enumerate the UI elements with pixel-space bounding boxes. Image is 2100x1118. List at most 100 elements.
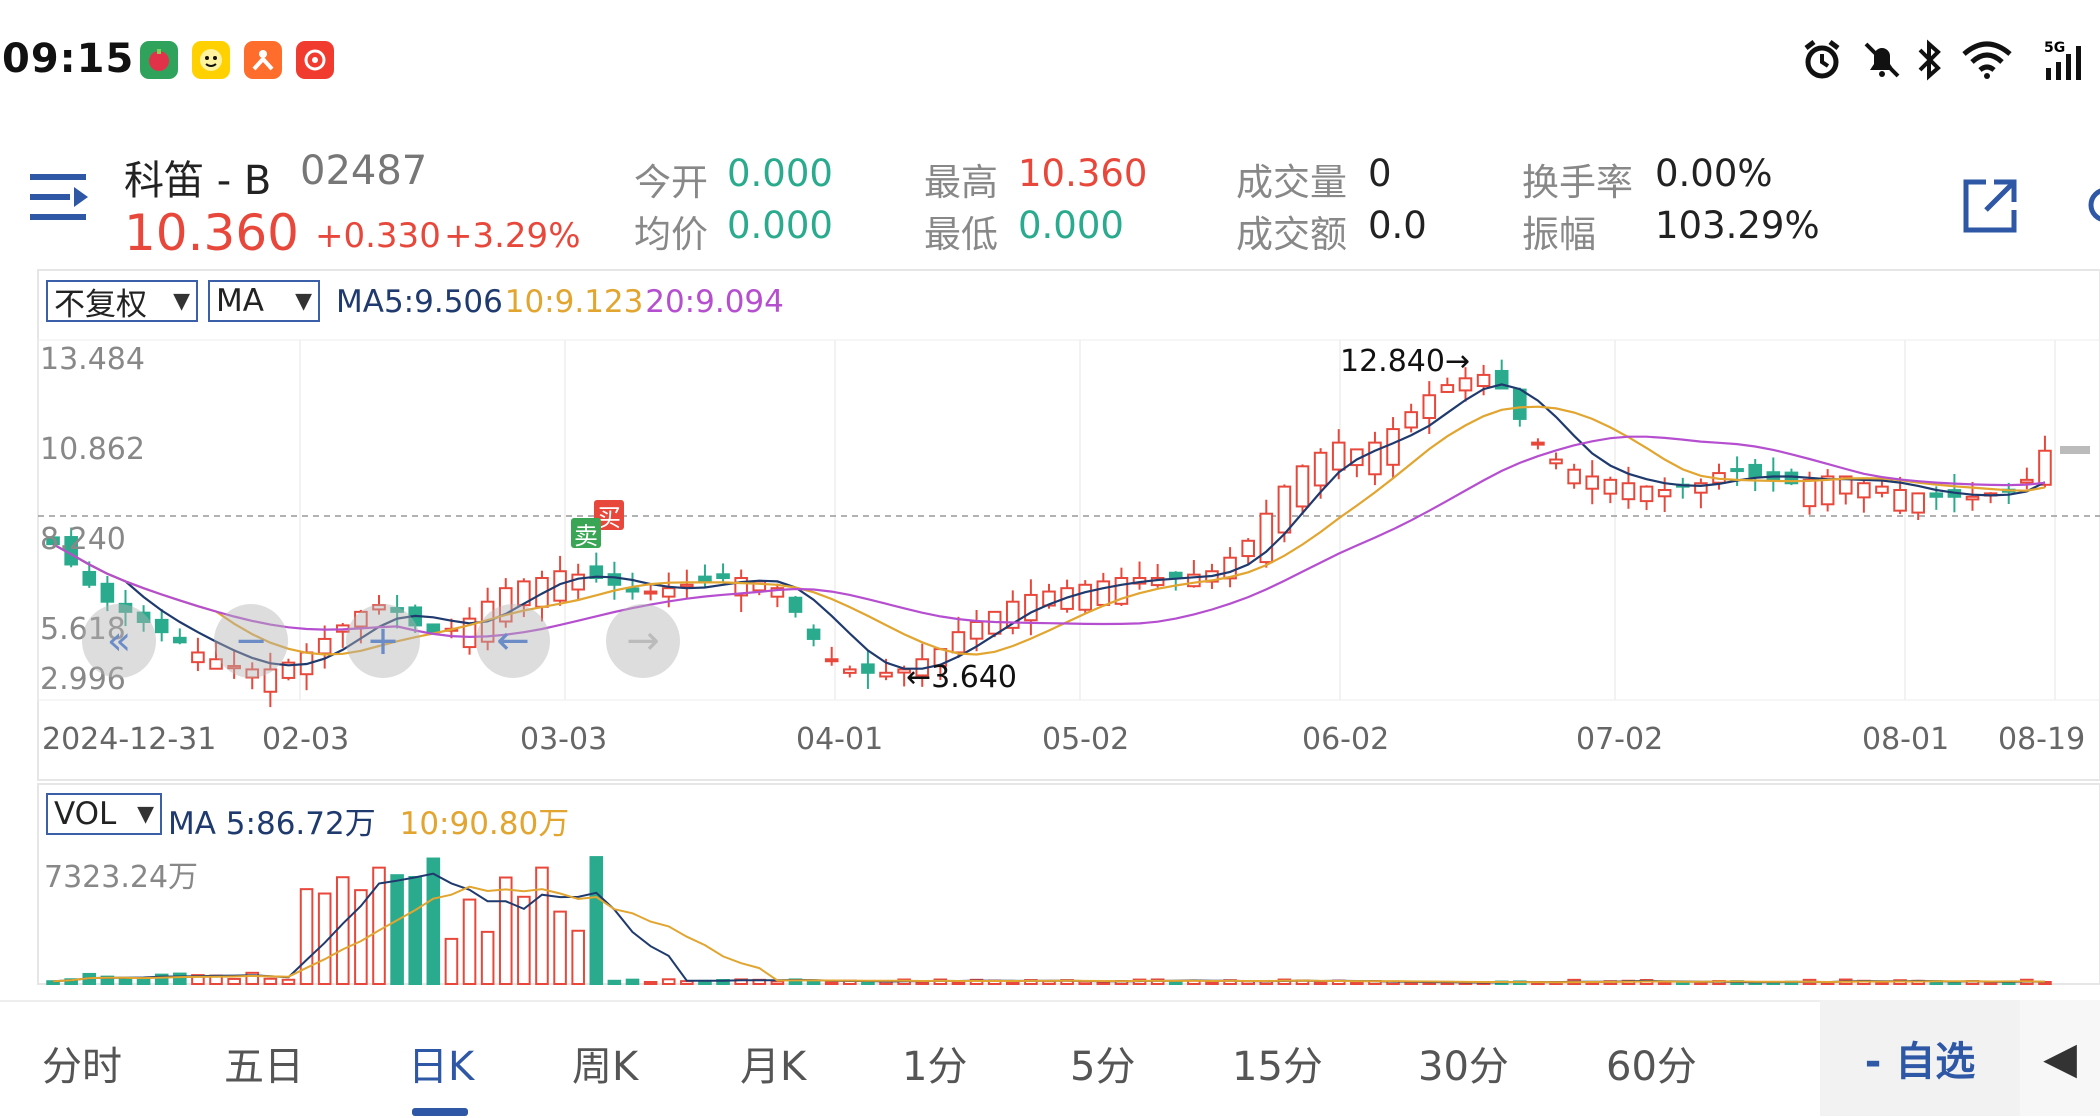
candle-body bbox=[1440, 384, 1455, 393]
candle-body bbox=[1458, 377, 1473, 392]
candle-body bbox=[1893, 489, 1907, 512]
candle-body bbox=[1187, 573, 1201, 588]
tab-15min[interactable]: 15分 bbox=[1232, 1044, 1323, 1090]
candle-body bbox=[661, 587, 676, 598]
candle-body bbox=[1386, 428, 1400, 466]
tab-daily-k[interactable]: 日K bbox=[408, 1044, 475, 1090]
volume-selector-label: VOL bbox=[54, 796, 117, 832]
volume-bar bbox=[317, 892, 332, 986]
quote-value-low: 0.000 bbox=[1018, 204, 1124, 247]
adjustment-selector[interactable]: 不复权 ▼ bbox=[46, 280, 198, 323]
quote-value-turnover: 0.0 bbox=[1368, 204, 1427, 247]
candle-body bbox=[861, 663, 875, 674]
candle-body bbox=[643, 590, 658, 595]
scroll-left-fast-button[interactable]: « bbox=[82, 604, 156, 678]
volume-bar bbox=[1005, 980, 1020, 985]
candle-body bbox=[1331, 441, 1346, 471]
y-axis-label: 8.240 bbox=[40, 522, 126, 557]
candle-body bbox=[1005, 600, 1020, 629]
candle-body bbox=[2038, 449, 2052, 486]
tab-five-day[interactable]: 五日 bbox=[224, 1044, 304, 1090]
ma20-value: 20:9.094 bbox=[645, 284, 784, 320]
sell-signal-tag: 卖 bbox=[571, 518, 601, 550]
volume-indicator-selector[interactable]: VOL ▼ bbox=[46, 793, 162, 835]
add-watchlist-button[interactable]: - 自选 bbox=[1820, 1000, 2020, 1116]
price-change-percent: +3.29% bbox=[444, 216, 581, 256]
candle-body bbox=[1585, 475, 1600, 490]
kline-chart[interactable] bbox=[0, 0, 2100, 1000]
candle-body bbox=[1657, 489, 1672, 498]
volume-bar bbox=[46, 980, 60, 985]
tab-5min[interactable]: 5分 bbox=[1070, 1044, 1136, 1090]
tab-30min[interactable]: 30分 bbox=[1418, 1044, 1509, 1090]
zoom-out-button[interactable]: − bbox=[214, 604, 288, 678]
scroll-left-button[interactable]: ← bbox=[476, 604, 550, 678]
candle-body bbox=[154, 618, 169, 634]
candle-body bbox=[1621, 482, 1636, 501]
candle-body bbox=[46, 536, 60, 546]
candle-body bbox=[806, 628, 821, 640]
status-bar: 09:15 5G bbox=[0, 0, 2100, 120]
candle-body bbox=[1531, 441, 1545, 446]
chevron-down-icon: ▼ bbox=[295, 288, 312, 314]
candle-body bbox=[1838, 475, 1853, 495]
bluetooth-icon bbox=[1912, 38, 1948, 82]
app-icon-red bbox=[296, 41, 334, 79]
volume-bar bbox=[281, 978, 296, 986]
zoom-in-button[interactable]: + bbox=[346, 604, 420, 678]
candle-body bbox=[1820, 475, 1835, 506]
volume-max-label: 7323.24万 bbox=[44, 860, 199, 895]
ma5-value: MA5:9.506 bbox=[336, 284, 503, 320]
tab-intraday[interactable]: 分时 bbox=[42, 1044, 122, 1090]
volume-bar bbox=[661, 978, 676, 985]
period-high-marker: 12.840→ bbox=[1340, 344, 1471, 379]
indicator-selector-label: MA bbox=[216, 283, 264, 319]
volume-bar bbox=[136, 978, 151, 985]
expand-icon[interactable] bbox=[1960, 176, 2020, 236]
volume-bar bbox=[263, 977, 278, 985]
alarm-icon bbox=[1800, 38, 1844, 82]
candle-body bbox=[1748, 463, 1763, 478]
volume-bar bbox=[2038, 981, 2052, 985]
candle-body bbox=[625, 587, 640, 593]
candle-body bbox=[1241, 539, 1255, 558]
candle-body bbox=[788, 596, 803, 613]
more-arrow-icon[interactable]: ◀ bbox=[2020, 1000, 2100, 1116]
volume-bar bbox=[824, 981, 839, 985]
volume-bar bbox=[426, 857, 441, 985]
candle-body bbox=[390, 607, 404, 613]
candle-body bbox=[1078, 583, 1093, 611]
volume-bar bbox=[462, 898, 477, 986]
quote-value-avg: 0.000 bbox=[727, 204, 833, 247]
tab-1min[interactable]: 1分 bbox=[902, 1044, 968, 1090]
menu-icon[interactable] bbox=[30, 168, 90, 228]
search-icon[interactable] bbox=[2086, 180, 2100, 230]
scroll-right-button[interactable]: → bbox=[606, 604, 680, 678]
candle-body bbox=[716, 573, 730, 580]
stock-code: 02487 bbox=[300, 148, 428, 194]
candle-body bbox=[462, 617, 477, 649]
quote-label-turnover-rate: 换手率 bbox=[1522, 161, 1633, 204]
y-axis-label: 13.484 bbox=[40, 342, 145, 377]
candle-body bbox=[1513, 388, 1527, 420]
quote-value-turnover-rate: 0.00% bbox=[1655, 152, 1773, 195]
volume-bar bbox=[480, 930, 495, 985]
double-chevron-left-icon: « bbox=[106, 618, 132, 664]
volume-bar bbox=[299, 888, 314, 986]
tab-monthly-k[interactable]: 月K bbox=[740, 1044, 807, 1090]
volume-bar bbox=[535, 866, 549, 985]
tab-60min[interactable]: 60分 bbox=[1606, 1044, 1697, 1090]
volume-ma10-line bbox=[53, 885, 2045, 984]
candle-body bbox=[1965, 495, 1980, 501]
tab-weekly-k[interactable]: 周K bbox=[572, 1044, 639, 1090]
quote-label-low: 最低 bbox=[924, 213, 998, 256]
ma5-line bbox=[52, 383, 2046, 670]
candle-body bbox=[1802, 478, 1817, 508]
x-axis-label: 05-02 bbox=[1042, 722, 1130, 757]
indicator-selector[interactable]: MA ▼ bbox=[208, 280, 320, 322]
candle-body bbox=[1567, 468, 1581, 485]
volume-bar bbox=[553, 910, 567, 986]
candle-body bbox=[680, 583, 694, 588]
period-tab-bar bbox=[0, 1000, 2100, 1118]
candle-body bbox=[173, 636, 187, 644]
